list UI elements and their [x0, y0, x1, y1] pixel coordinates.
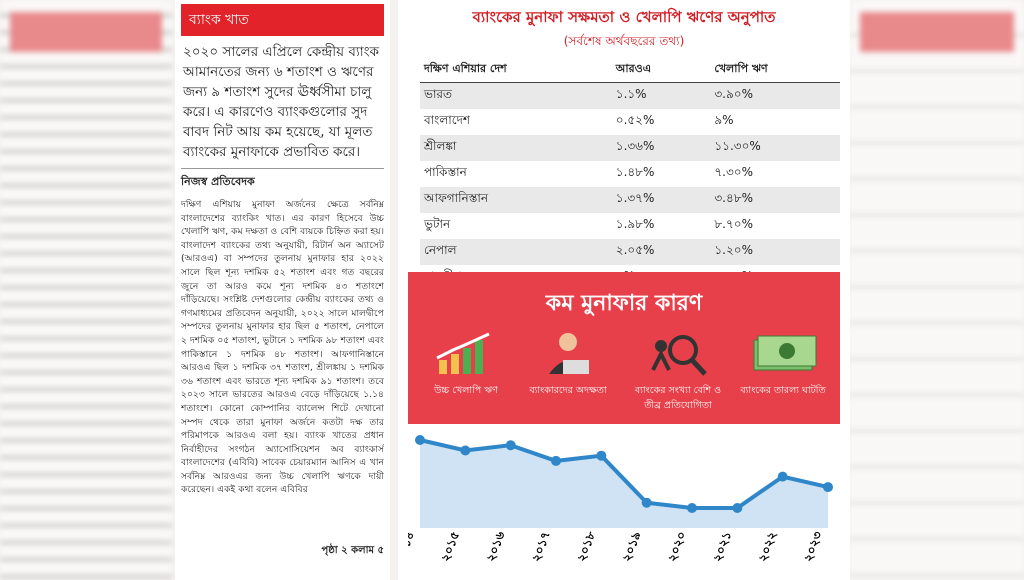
point [687, 503, 697, 513]
byline: নিজস্ব প্রতিবেদক [181, 168, 384, 192]
table-cell: নেপাল [420, 239, 612, 265]
table-cell: ১.৩৬% [611, 135, 711, 161]
table-cell: ০.৫২% [615, 113, 655, 127]
point [641, 497, 652, 508]
table-cell: ১.৯৮% [615, 217, 655, 231]
table-subtitle: (সর্বশেষ অর্থবছরের তথ্য) [563, 34, 685, 48]
reason-label: ব্যাংকের সংখ্যা বেশি ও তীব্র প্রতিযোগিতা [634, 385, 722, 411]
point [551, 455, 561, 466]
table-cell: ৭.৩০% [714, 165, 753, 179]
icon-banker [549, 333, 589, 374]
article-column: ব্যাংক খাত ২০২০ সালের এপ্রিলে কেন্দ্রীয়… [175, 0, 390, 580]
point [415, 435, 425, 445]
reasons-title: কম মুনাফার কারণ [545, 291, 703, 316]
ratio-table: দক্ষিণ এশিয়ার দেশ আরওএ খেলাপি ঋণ ভারত ১.১%… [420, 57, 840, 291]
table-cell: ১১.৩০% [710, 135, 840, 161]
area [420, 440, 828, 528]
reasons-box: কম মুনাফার কারণ উচ্চ খেলাপি ঋণ ব্যাংকারদ… [408, 272, 840, 424]
table-row: শ্রীলঙ্কা ১.৩৬% ১১.৩০% [420, 135, 840, 161]
table-title: ব্যাংকের মুনাফা সক্ষমতা ও খেলাপি ঋণের অন… [472, 8, 776, 26]
table-row: ভারত ১.১% ৩.৯০% [420, 82, 840, 109]
table-cell: ৩.৪৮% [710, 187, 840, 213]
reason-item: ব্যাংকের সংখ্যা বেশি ও তীব্র প্রতিযোগিতা [628, 330, 728, 414]
table-row: আফগানিস্তান ১.৩৭% ৩.৪৮% [420, 187, 840, 213]
point [732, 503, 743, 513]
table-cell: ২.০৫% [611, 239, 711, 265]
table-cell: ১.১% [611, 82, 711, 109]
reason-item: উচ্চ খেলাপি ঋণ [416, 330, 516, 399]
point [596, 450, 607, 461]
line [419, 438, 829, 510]
kicker: ব্যাংক খাত [181, 4, 384, 36]
icon-competition [651, 335, 707, 376]
table-cell: ৩.৯০% [710, 82, 840, 109]
table-cell: শ্রীলঙ্কা [420, 135, 612, 161]
column-header: খেলাপি ঋণ [710, 57, 840, 83]
continuation: পৃষ্ঠা ২ কলাম ৫ [321, 545, 384, 556]
table-cell: ভারত [420, 82, 612, 109]
table-row: বাংলাদেশ ০.৫২% ৯% [420, 109, 840, 135]
reason-item: ব্যাংকের তারল্য ঘাটতি [733, 330, 833, 399]
blurred-right [850, 0, 1024, 580]
table-cell: ৯% [714, 113, 734, 127]
table-cell: ১.৩৭% [611, 187, 711, 213]
table-cell: বাংলাদেশ [424, 113, 470, 127]
point [777, 471, 788, 482]
table-cell: আফগানিস্তান [420, 187, 612, 213]
blurred-left [0, 0, 172, 580]
table-cell: ৮.৭০% [714, 217, 753, 231]
table-row: ভুটান ১.৯৮% ৮.৭০% [420, 213, 840, 239]
point [460, 445, 471, 456]
reason-label: উচ্চ খেলাপি ঋণ [434, 385, 498, 396]
table-cell: ভুটান [424, 217, 451, 231]
column-header: আরওএ [611, 57, 711, 83]
point [823, 482, 833, 493]
table-cell: পাকিস্তান [424, 165, 467, 179]
icon-cash [753, 335, 817, 371]
table-cell: ১.৪৮% [615, 165, 655, 179]
column-header: দক্ষিণ এশিয়ার দেশ [420, 57, 612, 83]
icon-chart [436, 332, 490, 374]
body-text: দক্ষিণ এশিয়ায় মুনাফা অর্জনের ক্ষেত্রে … [181, 199, 384, 496]
table-cell: ১.২০% [710, 239, 840, 265]
reason-label: ব্যাংকের তারল্য ঘাটতি [740, 385, 826, 396]
point [505, 440, 516, 451]
reason-label: ব্যাংকারদের অদক্ষতা [529, 385, 607, 396]
reason-item: ব্যাংকারদের অদক্ষতা [518, 330, 618, 399]
table-row: নেপাল ২.০৫% ১.২০% [420, 239, 840, 265]
trend-chart: ২০১৪২০১৫২০১৬২০১৭২০১৮২০১৯২০২০২০২১২০২২২০২৩ [408, 428, 840, 580]
infographic: ব্যাংকের মুনাফা সক্ষমতা ও খেলাপি ঋণের অন… [398, 0, 850, 580]
table-row: পাকিস্তান ১.৪৮% ৭.৩০% [420, 161, 840, 187]
intro: ২০২০ সালের এপ্রিলে কেন্দ্রীয় ব্যাংক আমা… [183, 44, 379, 160]
